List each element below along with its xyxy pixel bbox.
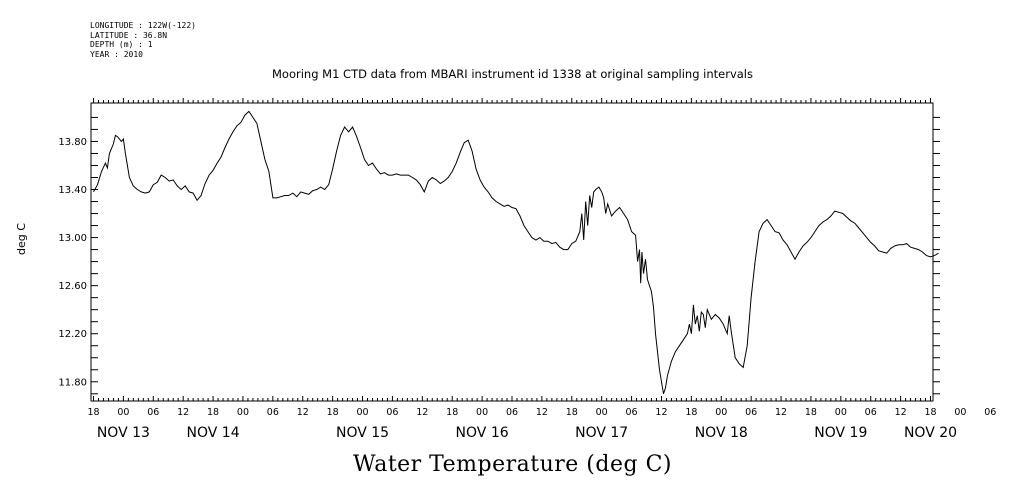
- x-tick-labels: 18 00 06 12 18 00 06 12 18 00 06 12 18 00 06 12 18 00 06 12…: [87, 407, 996, 441]
- x-tick-label: 06: [147, 407, 159, 418]
- x-tick-label: 00: [117, 407, 129, 418]
- chart-title: Mooring M1 CTD data from MBARI instrumen…: [272, 67, 753, 81]
- x-tick-label: 18: [327, 407, 339, 418]
- plot-frame: [90, 102, 934, 402]
- x-tick-label: 18: [87, 407, 99, 418]
- x-tick-label: 00: [715, 407, 727, 418]
- x-tick-label: 18: [566, 407, 578, 418]
- y-tick-label: 11.80: [58, 377, 87, 388]
- x-tick-label: 00: [954, 407, 966, 418]
- y-tick-label: 13.80: [58, 137, 87, 148]
- x-tick-label: 00: [356, 407, 368, 418]
- longitude-label: LONGITUDE : 122W(-122): [90, 21, 196, 30]
- x-axis-title: Water Temperature (deg C): [353, 452, 672, 477]
- y-tick-label: 12.60: [58, 281, 87, 292]
- x-tick-label: 12: [536, 407, 548, 418]
- x-day-label: NOV 14: [187, 425, 240, 441]
- x-day-label: NOV 18: [695, 425, 748, 441]
- x-tick-label: 00: [237, 407, 249, 418]
- y-tick-labels: 13.80 13.40 13.00 12.60 12.20 11.80: [58, 137, 87, 388]
- x-tick-label: 00: [596, 407, 608, 418]
- x-tick-label: 18: [685, 407, 697, 418]
- y-tick-label: 13.00: [58, 233, 87, 244]
- x-tick-label: 18: [446, 407, 458, 418]
- x-tick-label: 06: [506, 407, 518, 418]
- x-tick-label: 18: [207, 407, 219, 418]
- axis-ticks: [91, 98, 940, 401]
- x-tick-label: 18: [805, 407, 817, 418]
- y-tick-label: 12.20: [58, 329, 87, 340]
- x-tick-label: 12: [775, 407, 787, 418]
- metadata-block: LONGITUDE : 122W(-122) LATITUDE : 36.8N …: [90, 21, 196, 59]
- x-tick-label: 06: [984, 407, 996, 418]
- x-tick-label: 06: [626, 407, 638, 418]
- x-tick-label: 12: [655, 407, 667, 418]
- year-label: YEAR : 2010: [90, 49, 143, 59]
- y-tick-label: 13.40: [58, 185, 87, 196]
- x-day-label: NOV 19: [814, 425, 867, 441]
- x-day-label: NOV 15: [336, 425, 389, 441]
- x-tick-label: 18: [924, 407, 936, 418]
- x-tick-label: 12: [177, 407, 189, 418]
- x-tick-label: 00: [835, 407, 847, 418]
- series-line: [93, 110, 939, 394]
- depth-label: DEPTH (m) : 1: [90, 40, 153, 49]
- x-day-label: NOV 20: [904, 425, 957, 441]
- x-tick-label: 06: [865, 407, 877, 418]
- x-tick-label: 00: [476, 407, 488, 418]
- x-tick-label: 12: [416, 407, 428, 418]
- x-day-label: NOV 16: [456, 425, 509, 441]
- x-tick-label: 12: [895, 407, 907, 418]
- x-day-label: NOV 17: [575, 425, 628, 441]
- x-tick-label: 06: [745, 407, 757, 418]
- latitude-label: LATITUDE : 36.8N: [90, 30, 168, 40]
- x-day-label: NOV 13: [97, 425, 150, 441]
- x-tick-label: 06: [386, 407, 398, 418]
- x-tick-label: 06: [267, 407, 279, 418]
- x-tick-label: 12: [297, 407, 309, 418]
